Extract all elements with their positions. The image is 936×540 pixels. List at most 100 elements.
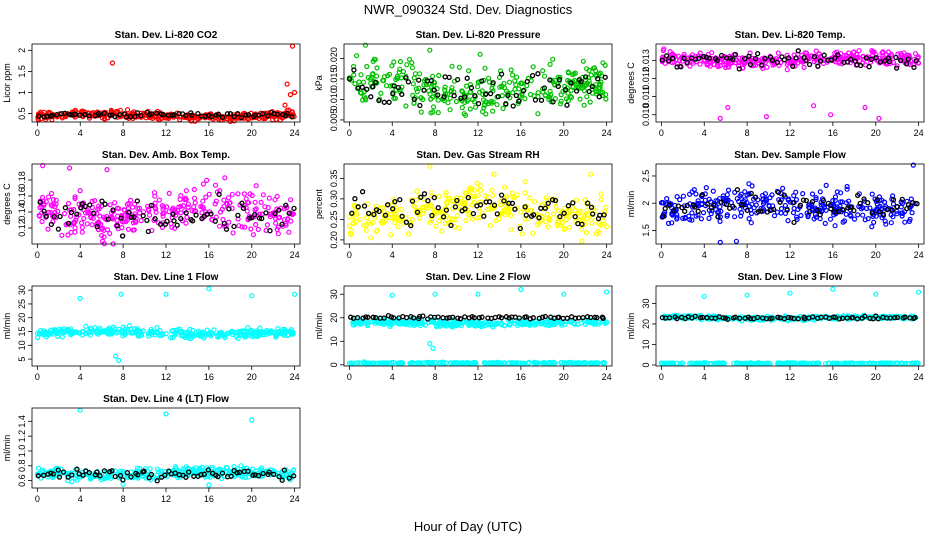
data-point — [219, 470, 226, 476]
y-tick-label: 0.12 — [17, 219, 27, 237]
data-point — [235, 191, 241, 197]
data-point — [899, 196, 905, 203]
data-point — [131, 227, 137, 233]
data-point — [822, 220, 828, 226]
data-point — [570, 200, 576, 206]
data-point — [364, 63, 370, 70]
data-point — [65, 232, 71, 238]
data-point — [89, 198, 95, 204]
data-point — [449, 63, 455, 69]
data-point — [573, 88, 580, 94]
data-point — [506, 315, 512, 321]
data-point — [346, 76, 353, 82]
data-point — [469, 216, 475, 222]
data-point — [112, 353, 119, 359]
data-point — [472, 359, 478, 366]
data-point — [41, 208, 47, 214]
data-point — [215, 334, 221, 340]
data-point — [219, 332, 225, 338]
x-tick-label: 12 — [473, 128, 483, 138]
data-point — [248, 226, 254, 232]
data-point — [660, 213, 666, 220]
data-point — [151, 190, 158, 196]
data-point — [156, 197, 162, 203]
data-point — [858, 203, 864, 209]
data-point — [97, 473, 103, 479]
data-point — [89, 222, 95, 228]
data-point — [435, 314, 441, 320]
data-point — [163, 291, 169, 297]
data-point — [550, 56, 556, 62]
data-point — [752, 194, 759, 200]
x-tick-label: 20 — [871, 128, 881, 138]
data-point — [821, 52, 827, 58]
data-point — [240, 205, 247, 211]
data-point — [444, 91, 450, 97]
data-point — [701, 293, 707, 299]
data-point — [373, 360, 379, 367]
data-point — [501, 198, 507, 204]
data-point — [587, 314, 594, 321]
data-point — [442, 87, 448, 93]
data-point — [475, 84, 481, 90]
data-point — [355, 85, 361, 91]
data-point — [55, 226, 62, 232]
data-point — [911, 64, 917, 71]
data-point — [360, 79, 367, 85]
data-point — [164, 218, 170, 224]
data-point — [747, 315, 754, 322]
data-point — [183, 210, 189, 216]
data-point — [94, 224, 100, 230]
x-tick-label: 16 — [828, 250, 838, 260]
data-point — [267, 228, 273, 234]
data-point — [285, 216, 291, 222]
data-point — [603, 204, 609, 210]
data-point — [582, 212, 588, 218]
x-tick-label: 16 — [204, 250, 214, 260]
data-point — [871, 219, 877, 225]
data-point — [677, 197, 683, 203]
data-point — [710, 188, 716, 194]
data-point — [131, 214, 137, 220]
data-point — [439, 228, 445, 234]
data-point — [595, 360, 601, 366]
y-axis-label: percent — [314, 188, 324, 219]
data-point — [86, 469, 92, 476]
data-point — [600, 360, 606, 366]
data-point — [54, 333, 61, 339]
data-point — [287, 91, 293, 98]
data-point — [817, 216, 823, 222]
data-point — [876, 115, 882, 122]
data-point — [54, 111, 60, 118]
data-point — [102, 201, 108, 207]
plot-frame — [655, 285, 925, 367]
x-tick-label: 0 — [347, 372, 352, 382]
data-point — [869, 210, 875, 216]
data-point — [795, 316, 801, 322]
data-point — [476, 315, 482, 321]
data-point — [879, 50, 885, 56]
x-tick-label: 8 — [121, 128, 126, 138]
data-point — [386, 71, 393, 78]
data-point — [680, 215, 686, 221]
data-point — [279, 221, 285, 227]
data-point — [813, 195, 819, 201]
data-point — [475, 321, 481, 327]
data-point — [811, 360, 817, 366]
data-point — [539, 314, 546, 320]
data-point — [410, 81, 416, 87]
data-point — [498, 71, 505, 77]
data-point — [80, 472, 86, 478]
data-point — [74, 466, 80, 472]
data-point — [421, 87, 427, 93]
data-point — [797, 202, 804, 208]
data-point — [478, 321, 484, 327]
data-point — [498, 321, 504, 327]
data-point — [464, 75, 470, 81]
data-point — [714, 360, 721, 366]
data-point — [86, 113, 92, 119]
data-point — [865, 200, 871, 206]
data-point — [403, 75, 409, 81]
